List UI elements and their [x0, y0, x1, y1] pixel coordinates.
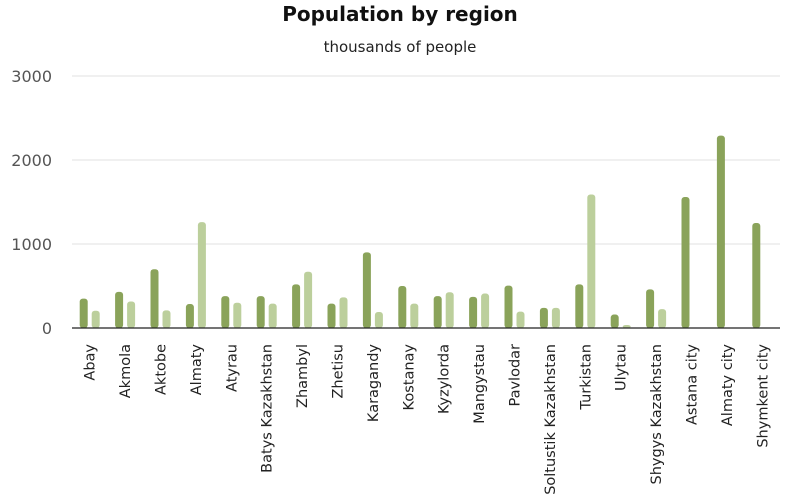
x-tick-label: Abay: [83, 344, 99, 381]
bar: [79, 298, 88, 328]
bar: [292, 284, 301, 328]
bar: [362, 252, 371, 328]
bar: [268, 303, 277, 328]
bar: [197, 222, 206, 328]
bar: [150, 269, 159, 328]
bar: [398, 286, 407, 328]
x-tick-label: Soltustik Kazakhstan: [543, 344, 559, 495]
bar: [304, 271, 313, 328]
bars: [79, 135, 761, 328]
x-tick-label: Almaty: [189, 344, 205, 396]
bar: [622, 325, 631, 328]
bar: [481, 293, 490, 328]
bar: [433, 296, 442, 328]
x-tick-label: Karagandy: [366, 344, 382, 422]
gridlines: [72, 75, 780, 245]
x-tick-label: Pavlodar: [508, 344, 524, 407]
bar: [221, 296, 230, 328]
bar: [445, 292, 454, 328]
bar: [91, 310, 100, 328]
y-tick-label: 3000: [11, 67, 52, 86]
bar: [115, 291, 124, 328]
bar: [469, 296, 478, 328]
x-tick-label: Ulytau: [614, 344, 630, 391]
x-tick-label: Turkistan: [578, 344, 594, 411]
chart-title: Population by region: [282, 2, 518, 26]
y-axis-ticks: 0 1000 2000 3000: [11, 67, 52, 338]
x-tick-label: Shymkent city: [755, 344, 771, 448]
bar: [681, 196, 690, 328]
x-tick-label: Aktobe: [154, 344, 170, 395]
x-tick-label: Kostanay: [401, 344, 417, 411]
bar: [327, 303, 336, 328]
x-tick-label: Zhambyl: [295, 344, 311, 408]
bar: [256, 296, 265, 328]
x-axis-ticks: Abay Akmola Aktobe Almaty Atyrau Batys Kazakh…: [83, 344, 772, 495]
bar: [185, 304, 194, 328]
bar: [539, 307, 548, 328]
bar: [410, 303, 419, 328]
x-tick-label: Shygys Kazakhstan: [649, 344, 665, 484]
x-tick-label: Mangystau: [472, 344, 488, 424]
bar: [127, 301, 136, 328]
bar: [646, 289, 655, 328]
bar: [162, 310, 171, 328]
bar: [610, 314, 619, 328]
bar: [587, 194, 596, 328]
y-tick-label: 2000: [11, 151, 52, 170]
x-tick-label: Astana city: [685, 344, 701, 425]
bar: [658, 309, 667, 328]
bar: [516, 311, 525, 328]
y-tick-label: 0: [42, 319, 52, 338]
x-tick-label: Almaty city: [720, 344, 736, 427]
bar: [752, 223, 761, 328]
bar: [716, 135, 725, 328]
chart-subtitle: thousands of people: [323, 38, 477, 56]
bar: [339, 297, 348, 328]
x-tick-label: Akmola: [118, 344, 134, 398]
bar: [374, 312, 383, 328]
bar: [504, 285, 513, 328]
x-tick-label: Kyzylorda: [437, 344, 453, 414]
bar: [575, 284, 584, 328]
y-tick-label: 1000: [11, 235, 52, 254]
x-tick-label: Zhetisu: [331, 344, 347, 399]
bar: [233, 302, 242, 328]
bar: [551, 307, 560, 328]
x-tick-label: Batys Kazakhstan: [260, 344, 276, 473]
x-tick-label: Atyrau: [224, 344, 240, 392]
